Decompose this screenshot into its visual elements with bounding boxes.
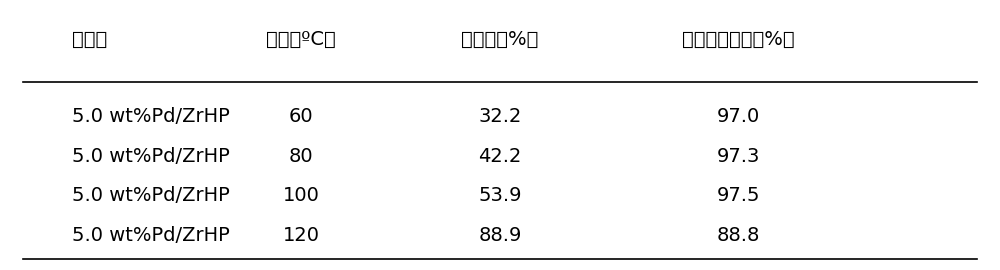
Text: 5.0 wt%Pd/ZrHP: 5.0 wt%Pd/ZrHP: [72, 226, 230, 245]
Text: 5.0 wt%Pd/ZrHP: 5.0 wt%Pd/ZrHP: [72, 147, 230, 166]
Text: 5.0 wt%Pd/ZrHP: 5.0 wt%Pd/ZrHP: [72, 186, 230, 205]
Text: 88.8: 88.8: [717, 226, 760, 245]
Text: 催化剂: 催化剂: [72, 30, 108, 49]
Text: 97.0: 97.0: [717, 107, 760, 126]
Text: 88.9: 88.9: [478, 226, 522, 245]
Text: 97.3: 97.3: [717, 147, 760, 166]
Text: 60: 60: [289, 107, 313, 126]
Text: 32.2: 32.2: [478, 107, 522, 126]
Text: 100: 100: [283, 186, 320, 205]
Text: 80: 80: [289, 147, 313, 166]
Text: 转化率（%）: 转化率（%）: [461, 30, 539, 49]
Text: 120: 120: [283, 226, 320, 245]
Text: 53.9: 53.9: [478, 186, 522, 205]
Text: 42.2: 42.2: [478, 147, 522, 166]
Text: 环己酮选择性（%）: 环己酮选择性（%）: [682, 30, 795, 49]
Text: 温度（ºC）: 温度（ºC）: [266, 30, 336, 49]
Text: 97.5: 97.5: [717, 186, 760, 205]
Text: 5.0 wt%Pd/ZrHP: 5.0 wt%Pd/ZrHP: [72, 107, 230, 126]
